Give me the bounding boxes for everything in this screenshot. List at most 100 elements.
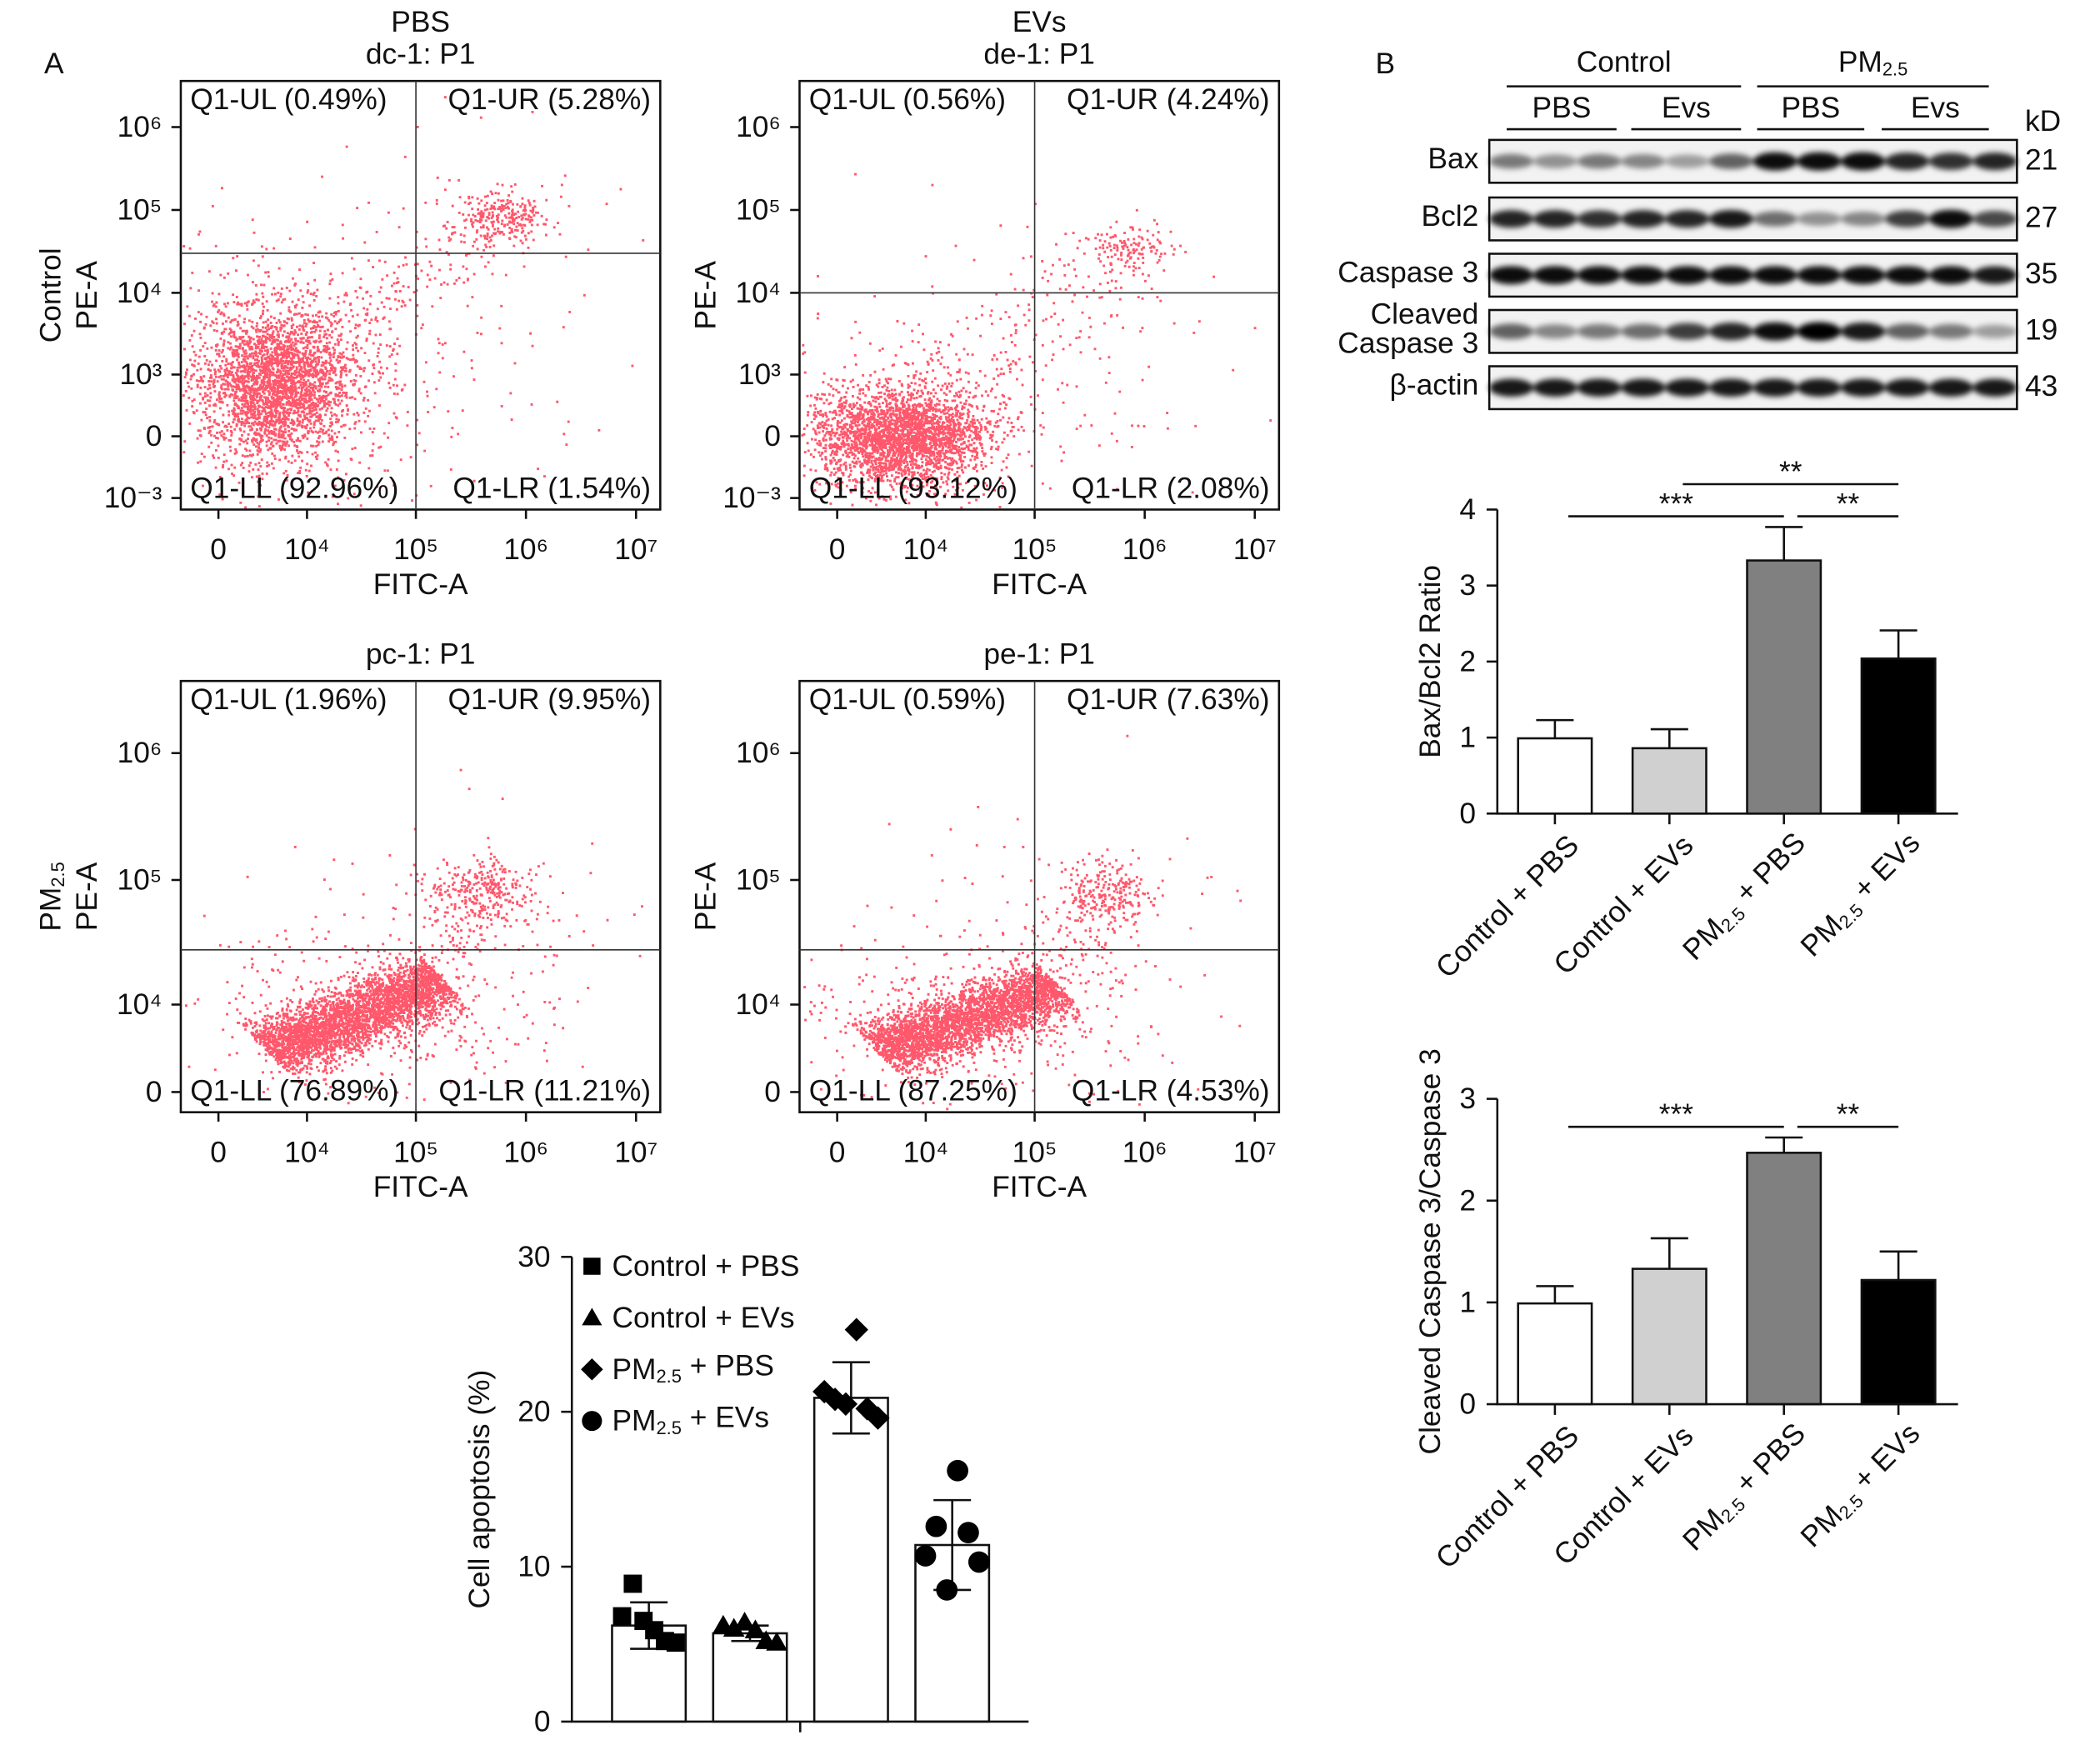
column-label: PBS bbox=[391, 6, 450, 38]
y-axis-label: Cell apoptosis (%) bbox=[463, 1370, 496, 1609]
blot-band bbox=[1665, 378, 1709, 397]
y-tick-label: 0 bbox=[764, 1076, 781, 1108]
subgroup-label: Evs bbox=[1662, 92, 1711, 124]
blot-band bbox=[1841, 266, 1886, 285]
significance-label: ** bbox=[1779, 456, 1802, 488]
blot-band bbox=[1577, 378, 1622, 397]
blot-band bbox=[1532, 324, 1578, 339]
blot-band bbox=[1797, 152, 1842, 171]
blot-band bbox=[1841, 152, 1886, 171]
plot-title: de-1: P1 bbox=[983, 38, 1095, 71]
bar bbox=[812, 1397, 889, 1723]
blot-band bbox=[1665, 210, 1709, 228]
y-axis-label: Cleaved Caspase 3/Caspase 3 bbox=[1414, 1048, 1447, 1454]
blot-band bbox=[1665, 266, 1709, 285]
marker-square bbox=[612, 1607, 632, 1626]
y-axis-label: Bax/Bcl2 Ratio bbox=[1414, 565, 1447, 758]
y-tick-label: 10⁶ bbox=[118, 111, 162, 143]
blot-band bbox=[1885, 266, 1929, 285]
blot-band bbox=[1928, 378, 1973, 397]
plot-title: pc-1: P1 bbox=[366, 638, 476, 671]
kd-label: 21 bbox=[2025, 144, 2058, 177]
y-tick-label: 10⁴ bbox=[735, 277, 781, 309]
y-axis-label: PE-A bbox=[689, 261, 722, 330]
x-tick-label: 10⁴ bbox=[284, 1136, 330, 1168]
blot-band bbox=[1708, 378, 1753, 397]
significance-label: ** bbox=[1837, 1098, 1860, 1131]
quadrant-label: Q1-LR (2.08%) bbox=[1072, 472, 1270, 504]
text-rest: + EVs bbox=[682, 1401, 769, 1433]
x-tick-label: 10⁶ bbox=[503, 1136, 548, 1168]
text-rest: + PBS bbox=[1723, 1417, 1812, 1505]
quadrant-label: Q1-UL (0.56%) bbox=[809, 83, 1006, 116]
row-label: PM2.5 bbox=[35, 862, 68, 931]
error-bar bbox=[1650, 728, 1688, 748]
text-rest: + EVs bbox=[1841, 1417, 1926, 1502]
legend-label: Control + PBS bbox=[612, 1250, 799, 1282]
subgroup-label: PBS bbox=[1781, 92, 1840, 124]
blot-band bbox=[1797, 378, 1842, 397]
x-tick-label: 10⁷ bbox=[614, 1136, 658, 1168]
marker-circle bbox=[914, 1545, 937, 1567]
x-tick-label: PM2.5 + EVs bbox=[1792, 826, 1929, 963]
y-tick-label: 4 bbox=[1459, 493, 1476, 526]
blot-band bbox=[1928, 323, 1973, 339]
y-axis-label: PE-A bbox=[71, 261, 103, 330]
marker-circle bbox=[968, 1551, 990, 1573]
blot-band bbox=[1665, 154, 1709, 168]
x-tick-label: 10⁶ bbox=[503, 533, 548, 566]
x-tick-label: 10⁵ bbox=[393, 1136, 438, 1168]
blot-band bbox=[1928, 266, 1973, 285]
bar bbox=[1860, 657, 1937, 815]
x-tick-label: 0 bbox=[210, 533, 227, 566]
blot-bands bbox=[1489, 322, 2018, 341]
blot-bands bbox=[1489, 152, 2018, 171]
blot-band bbox=[1665, 322, 1709, 340]
error-bar bbox=[1536, 718, 1574, 738]
flow-dots bbox=[801, 172, 1272, 509]
text-rest: + PBS bbox=[682, 1349, 774, 1382]
subscript: 2.5 bbox=[656, 1417, 681, 1438]
x-tick-label: 10⁷ bbox=[1233, 533, 1277, 566]
plot-frame bbox=[179, 79, 662, 511]
quadrant-label: Q1-LL (93.12%) bbox=[809, 472, 1018, 504]
error-bar bbox=[1879, 1250, 1918, 1281]
blot-band bbox=[1577, 153, 1622, 169]
y-tick-label: 2 bbox=[1459, 645, 1476, 678]
quadrant-label: Q1-UL (1.96%) bbox=[190, 683, 387, 716]
blot-band bbox=[1532, 210, 1578, 228]
y-tick-label: 10³ bbox=[119, 358, 162, 391]
x-tick-label: 0 bbox=[829, 1136, 846, 1168]
x-axis-label: FITC-A bbox=[373, 1171, 468, 1203]
legend-label: Control + EVs bbox=[612, 1302, 794, 1334]
significance-label: *** bbox=[1659, 488, 1694, 521]
y-tick-label: 10⁶ bbox=[736, 111, 781, 143]
x-tick-label: 10⁵ bbox=[1012, 533, 1058, 566]
x-tick-label: 0 bbox=[829, 533, 846, 566]
flow-dots bbox=[803, 734, 1242, 1111]
unit-label: kD bbox=[2025, 105, 2061, 138]
y-tick-label: 0 bbox=[1459, 798, 1476, 830]
quadrant-label: Q1-LL (76.89%) bbox=[190, 1074, 398, 1107]
column-label: EVs bbox=[1012, 6, 1067, 38]
marker-triangle bbox=[733, 1612, 756, 1631]
y-tick-label: 0 bbox=[534, 1705, 551, 1738]
y-tick-label: 10⁻³ bbox=[722, 482, 781, 514]
legend-label: PM2.5 + EVs bbox=[612, 1401, 769, 1438]
quadrant-label: Q1-LL (92.96%) bbox=[190, 472, 398, 504]
blot-band bbox=[1489, 153, 1533, 169]
blot-band bbox=[1797, 212, 1842, 227]
blot-band bbox=[1972, 152, 2018, 171]
blot-band bbox=[1577, 266, 1622, 285]
protein-label: Bcl2 bbox=[1422, 200, 1479, 232]
blot-band bbox=[1885, 378, 1929, 397]
y-tick-label: 10⁴ bbox=[117, 277, 162, 309]
blot-band bbox=[1928, 209, 1973, 228]
blot-band bbox=[1708, 266, 1753, 285]
blot-band bbox=[1621, 266, 1666, 285]
blot-band bbox=[1752, 378, 1798, 397]
y-tick-label: 10⁵ bbox=[117, 193, 162, 226]
blot-band bbox=[1972, 210, 2018, 228]
